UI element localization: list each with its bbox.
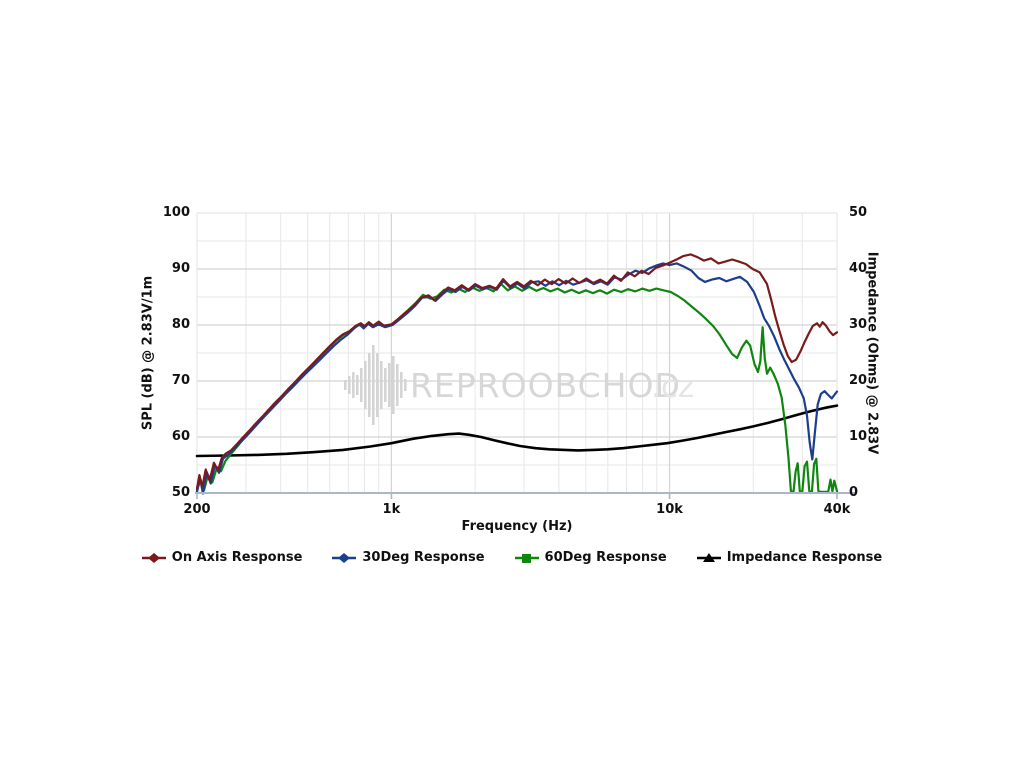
- y-tick-label-left: 70: [171, 373, 190, 388]
- soundwave-bar: [380, 361, 383, 409]
- soundwave-bar: [384, 368, 387, 402]
- series-line-30deg-response: [195, 262, 839, 495]
- soundwave-bar: [352, 372, 355, 398]
- y-tick-label-right: 50: [849, 205, 868, 220]
- series-line-impedance-response: [195, 404, 839, 458]
- chart-series: [195, 253, 839, 495]
- y-axis-label-right: Impedance (Ohms) @ 2.83V: [864, 251, 880, 455]
- y-tick-label-left: 50: [171, 485, 190, 500]
- diamond-marker-icon: [141, 552, 166, 563]
- soundwave-bar: [376, 353, 379, 417]
- legend-label: 30Deg Response: [362, 550, 485, 565]
- watermark: REPROOBCHOD .cz: [344, 345, 694, 425]
- soundwave-bar: [348, 376, 351, 394]
- soundwave-bar: [396, 364, 399, 406]
- y-tick-label-right: 0: [849, 485, 859, 500]
- legend-label: On Axis Response: [171, 550, 303, 565]
- legend-item-on-axis-response: On Axis Response: [141, 550, 303, 565]
- soundwave-bar: [364, 361, 367, 409]
- y-tick-label-left: 60: [171, 429, 190, 444]
- diamond-marker-icon: [332, 552, 357, 563]
- legend-label: Impedance Response: [726, 550, 883, 565]
- watermark-suffix: .cz: [651, 369, 694, 405]
- soundwave-bar: [392, 356, 395, 414]
- x-axis-line: [195, 492, 855, 499]
- soundwave-bar: [344, 380, 347, 390]
- y-tick-label-right: 20: [849, 373, 868, 388]
- chart-legend: On Axis Response 30Deg Response 60Deg Resp…: [0, 550, 1024, 565]
- y-tick-label-right: 10: [849, 429, 868, 444]
- x-tick-label: 200: [183, 502, 211, 517]
- y-tick-label-left: 90: [171, 261, 190, 276]
- soundwave-bar: [368, 353, 371, 417]
- gridlines: [196, 212, 838, 493]
- x-tick-label: 10k: [656, 502, 683, 517]
- soundwave-bar: [404, 379, 407, 391]
- legend-item-30deg-response: 30Deg Response: [332, 550, 485, 565]
- soundwave-bar: [356, 375, 359, 395]
- series-line-on-axis-response: [195, 253, 839, 490]
- x-axis-label: Frequency (Hz): [461, 519, 573, 534]
- y-axis-label-left: SPL (dB) @ 2.83V/1m: [140, 275, 156, 431]
- y-tick-label-left: 80: [171, 317, 190, 332]
- soundwave-bar: [372, 345, 375, 425]
- legend-item-60deg-response: 60Deg Response: [514, 550, 667, 565]
- y-tick-label-right: 40: [849, 261, 868, 276]
- legend-item-impedance-response: Impedance Response: [696, 550, 883, 565]
- soundwave-bar: [388, 363, 391, 407]
- triangle-marker-icon: [696, 552, 721, 562]
- x-tick-label: 1k: [382, 502, 401, 517]
- watermark-text: REPROOBCHOD: [410, 366, 681, 405]
- y-tick-label-right: 30: [849, 317, 868, 332]
- x-tick-label: 40k: [823, 502, 851, 517]
- y-tick-label-left: 100: [162, 205, 190, 220]
- soundwave-bar: [360, 368, 363, 402]
- soundwave-icon: [344, 345, 407, 425]
- square-marker-icon: [514, 553, 539, 563]
- legend-label: 60Deg Response: [544, 550, 667, 565]
- soundwave-bar: [400, 372, 403, 398]
